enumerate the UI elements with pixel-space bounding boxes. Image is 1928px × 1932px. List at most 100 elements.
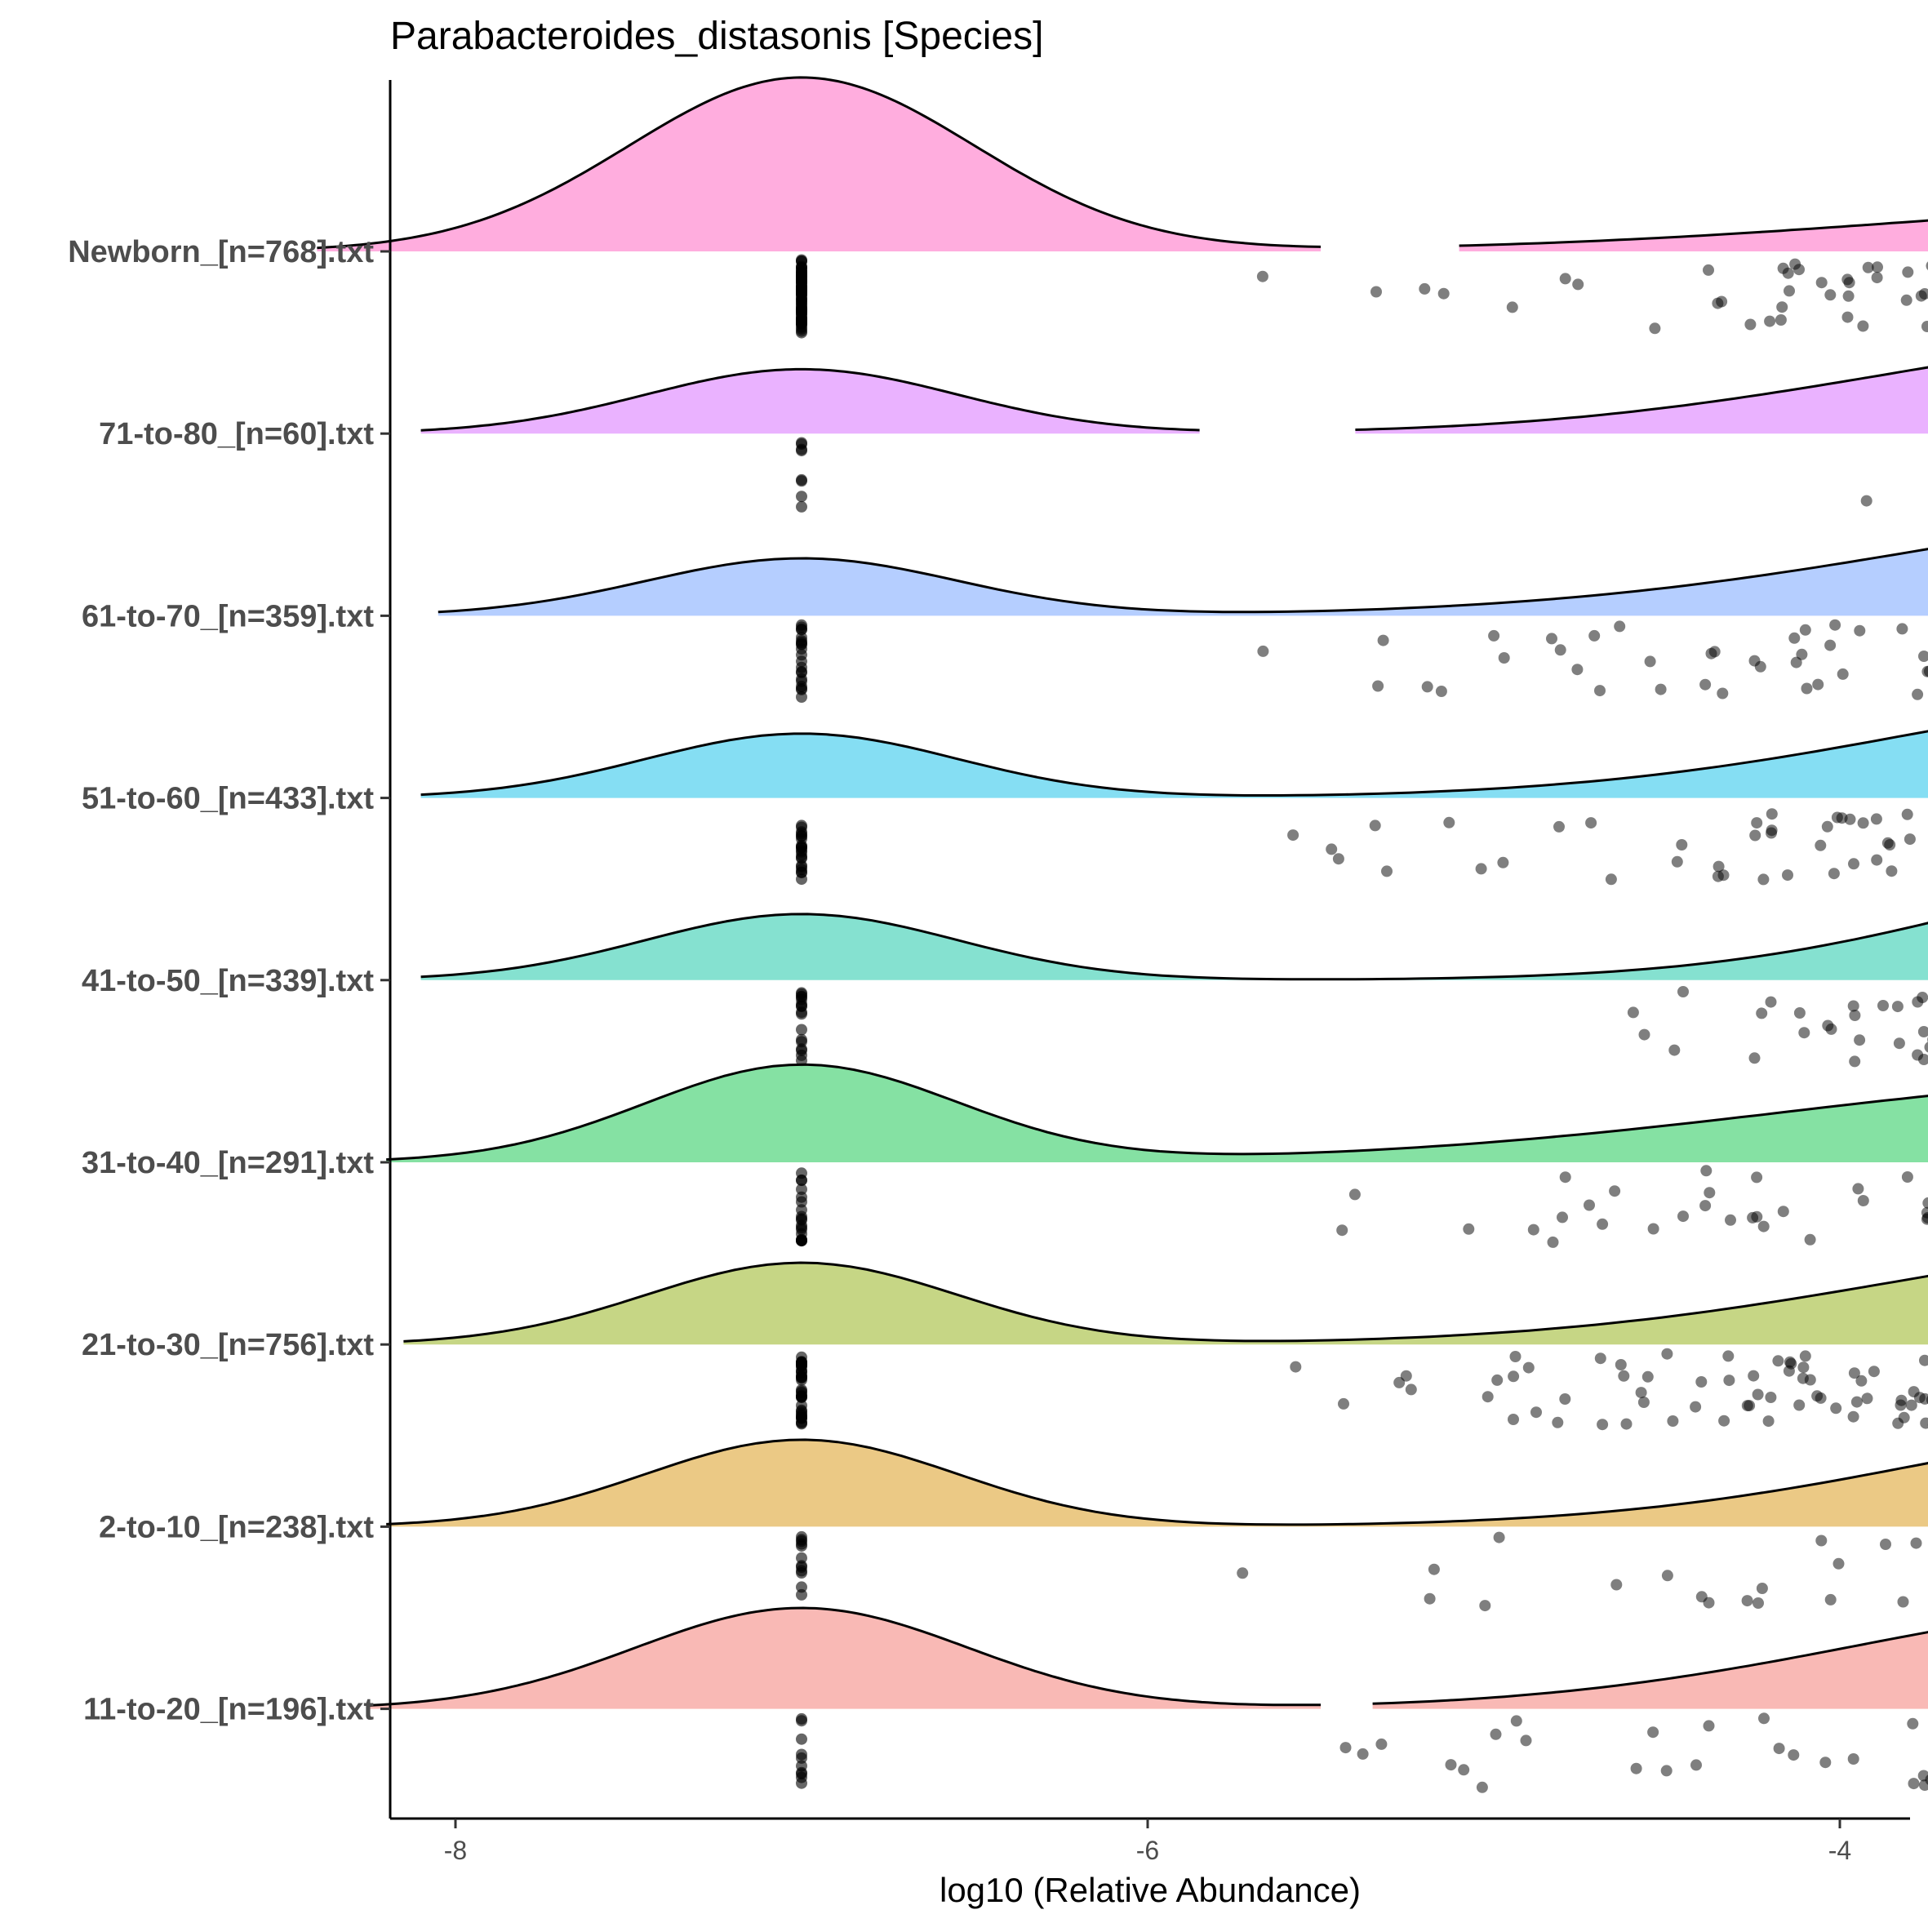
data-point <box>1499 652 1510 664</box>
data-point <box>1789 259 1801 270</box>
data-point <box>1797 1361 1809 1373</box>
data-point <box>1647 1726 1659 1738</box>
data-point <box>1370 286 1382 298</box>
data-point <box>1815 840 1826 851</box>
data-point <box>1854 625 1865 637</box>
data-point <box>1898 1597 1909 1608</box>
data-point <box>1553 821 1565 833</box>
data-point <box>1488 630 1499 642</box>
data-point <box>1476 863 1487 874</box>
data-point <box>1572 278 1584 290</box>
data-point <box>1508 1414 1519 1425</box>
zero-point <box>796 1734 807 1745</box>
data-point <box>1552 1417 1563 1428</box>
data-point <box>1375 1739 1387 1750</box>
data-point <box>1443 817 1455 828</box>
data-point <box>1902 809 1913 820</box>
data-point <box>1858 817 1869 828</box>
data-point <box>1510 1351 1522 1362</box>
data-point <box>1690 1401 1701 1413</box>
zero-point <box>796 637 807 648</box>
data-point <box>1497 857 1508 868</box>
data-point <box>1816 277 1828 288</box>
data-point <box>1800 1350 1811 1361</box>
density-fill <box>1355 322 1928 433</box>
zero-point <box>796 649 807 660</box>
data-point <box>1287 829 1299 841</box>
data-point <box>1880 1539 1891 1550</box>
x-axis-ticks: -8-6-4-20 <box>444 1819 1928 1865</box>
data-point <box>1401 1370 1412 1382</box>
data-point <box>1588 630 1600 642</box>
x-tick-label: -6 <box>1136 1836 1159 1865</box>
zero-point <box>796 305 807 317</box>
data-point <box>1843 291 1855 302</box>
data-point <box>1822 821 1833 833</box>
data-point <box>1594 685 1606 696</box>
data-point <box>1918 1026 1928 1037</box>
data-point <box>1918 651 1928 662</box>
data-point <box>1855 1375 1867 1387</box>
data-point <box>1381 865 1393 877</box>
data-point <box>1858 1195 1869 1206</box>
data-point <box>1757 873 1769 885</box>
data-point <box>1722 1350 1734 1361</box>
data-point <box>1782 869 1793 881</box>
x-tick-label: -4 <box>1828 1836 1851 1865</box>
data-point <box>1751 1171 1762 1183</box>
data-point <box>1801 683 1813 695</box>
data-point <box>1904 833 1916 845</box>
data-point <box>1340 1742 1352 1753</box>
data-point <box>1753 1597 1764 1609</box>
data-point <box>1755 661 1766 673</box>
data-point <box>1370 819 1381 831</box>
data-point <box>1699 1200 1711 1211</box>
data-point <box>1494 1532 1505 1543</box>
data-point <box>1378 635 1389 646</box>
zero-point <box>796 1050 807 1061</box>
data-point <box>1751 817 1762 828</box>
data-point <box>1585 817 1597 828</box>
data-point <box>1772 1355 1784 1366</box>
data-point <box>1422 681 1433 692</box>
data-point <box>1523 1362 1535 1374</box>
data-point <box>1798 1027 1810 1038</box>
data-point <box>1766 997 1777 1008</box>
y-axis-ticks: Newborn_[n=768].txt71-to-80_[n=60].txt61… <box>68 235 390 1727</box>
data-point <box>1610 1579 1622 1591</box>
density-fill <box>369 1608 1321 1709</box>
data-point <box>1338 1398 1349 1410</box>
zero-point <box>796 1001 807 1012</box>
density-fill <box>1373 1605 1928 1709</box>
data-point <box>1919 1355 1928 1366</box>
zero-point <box>796 491 807 502</box>
zero-point <box>796 1192 807 1203</box>
data-point <box>1723 1375 1735 1386</box>
data-point <box>1744 1400 1755 1411</box>
data-point <box>1428 1564 1440 1575</box>
zero-point <box>796 1567 807 1579</box>
group-4 <box>421 859 1928 1068</box>
data-point <box>1507 301 1518 313</box>
data-point <box>1290 1361 1301 1373</box>
data-point <box>1490 1729 1502 1740</box>
zero-point <box>796 1535 807 1547</box>
data-point <box>1438 288 1450 300</box>
zero-point <box>796 475 807 486</box>
zero-point <box>796 501 807 513</box>
data-point <box>1812 679 1824 691</box>
data-point <box>1700 1165 1712 1176</box>
data-point <box>1848 858 1859 869</box>
data-point <box>1884 839 1895 851</box>
data-point <box>1805 1234 1816 1246</box>
data-point <box>1357 1748 1369 1760</box>
data-point <box>1406 1383 1417 1395</box>
group-1 <box>421 322 1928 515</box>
data-point <box>1766 808 1778 819</box>
data-point <box>1845 814 1856 825</box>
data-point <box>1638 1397 1650 1408</box>
data-point <box>1901 295 1912 306</box>
data-point <box>1645 655 1656 667</box>
data-point <box>1757 1583 1768 1594</box>
data-point <box>1776 301 1788 313</box>
